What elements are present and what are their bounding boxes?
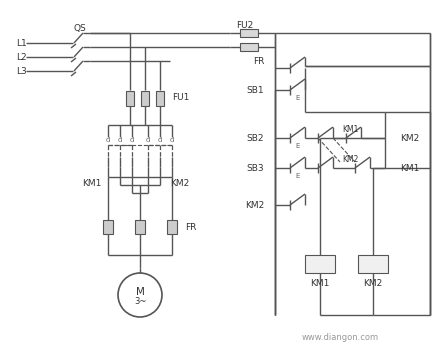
Text: SB3: SB3 (246, 164, 264, 172)
Text: d: d (130, 137, 134, 143)
Text: d: d (170, 137, 174, 143)
Text: KM1: KM1 (400, 164, 419, 172)
Text: FU2: FU2 (236, 20, 253, 30)
Text: E: E (296, 143, 300, 149)
Text: d: d (106, 137, 110, 143)
Bar (358, 255, 388, 273)
Text: QS: QS (73, 23, 86, 32)
Text: L3: L3 (16, 67, 27, 76)
Bar (156, 91, 164, 106)
Text: FU1: FU1 (172, 92, 189, 101)
Bar (167, 220, 177, 234)
Text: SB2: SB2 (246, 134, 264, 142)
Text: M: M (136, 287, 144, 297)
Text: KM2: KM2 (363, 278, 383, 287)
Text: SB1: SB1 (246, 86, 264, 95)
Text: E: E (296, 173, 300, 179)
Text: KM2: KM2 (400, 134, 419, 142)
Text: 3~: 3~ (134, 297, 146, 306)
Bar (103, 220, 113, 234)
Text: d: d (146, 137, 150, 143)
Bar (141, 91, 149, 106)
Bar (240, 43, 258, 51)
Text: FR: FR (185, 223, 196, 231)
Circle shape (118, 273, 162, 317)
Text: d: d (118, 137, 122, 143)
Text: www.diangon.com: www.diangon.com (301, 333, 378, 342)
Bar (305, 255, 335, 273)
Bar (135, 220, 145, 234)
Text: FR: FR (253, 57, 265, 66)
Text: KM1: KM1 (342, 125, 358, 134)
Text: KM1: KM1 (310, 278, 330, 287)
Text: L2: L2 (16, 52, 27, 61)
Text: d: d (158, 137, 162, 143)
Text: KM2: KM2 (170, 178, 190, 187)
Text: KM1: KM1 (82, 178, 102, 187)
Text: KM2: KM2 (245, 200, 264, 209)
Bar (126, 91, 134, 106)
Text: L1: L1 (16, 39, 27, 48)
Bar (240, 29, 258, 37)
Text: KM2: KM2 (342, 155, 358, 164)
Text: E: E (296, 95, 300, 101)
